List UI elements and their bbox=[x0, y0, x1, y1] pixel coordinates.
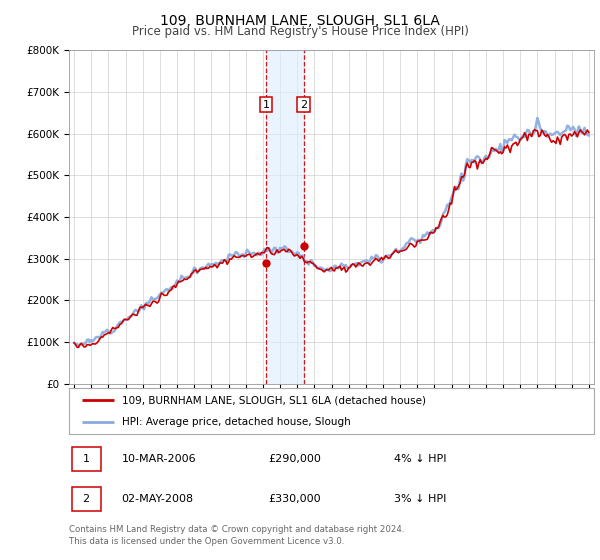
FancyBboxPatch shape bbox=[71, 487, 101, 511]
Text: 1: 1 bbox=[83, 454, 89, 464]
Text: 2: 2 bbox=[83, 494, 89, 504]
FancyBboxPatch shape bbox=[71, 447, 101, 471]
Text: 02-MAY-2008: 02-MAY-2008 bbox=[121, 494, 194, 504]
Text: 3% ↓ HPI: 3% ↓ HPI bbox=[395, 494, 447, 504]
Text: £290,000: £290,000 bbox=[269, 454, 322, 464]
Text: HPI: Average price, detached house, Slough: HPI: Average price, detached house, Slou… bbox=[121, 417, 350, 427]
Text: 1: 1 bbox=[263, 100, 269, 110]
Bar bbox=[266, 50, 304, 384]
Text: Contains HM Land Registry data © Crown copyright and database right 2024.
This d: Contains HM Land Registry data © Crown c… bbox=[69, 525, 404, 546]
Text: Price paid vs. HM Land Registry's House Price Index (HPI): Price paid vs. HM Land Registry's House … bbox=[131, 25, 469, 38]
Text: 10-MAR-2006: 10-MAR-2006 bbox=[121, 454, 196, 464]
Text: 109, BURNHAM LANE, SLOUGH, SL1 6LA (detached house): 109, BURNHAM LANE, SLOUGH, SL1 6LA (deta… bbox=[121, 395, 425, 405]
Text: 4% ↓ HPI: 4% ↓ HPI bbox=[395, 454, 447, 464]
Text: 109, BURNHAM LANE, SLOUGH, SL1 6LA: 109, BURNHAM LANE, SLOUGH, SL1 6LA bbox=[160, 14, 440, 28]
Text: £330,000: £330,000 bbox=[269, 494, 321, 504]
Text: 2: 2 bbox=[300, 100, 307, 110]
